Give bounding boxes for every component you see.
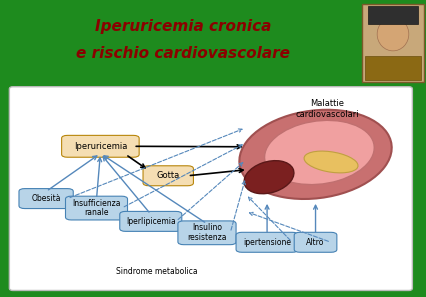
FancyBboxPatch shape	[62, 135, 139, 157]
FancyBboxPatch shape	[19, 189, 73, 208]
Text: Insufficienza
ranale: Insufficienza ranale	[72, 199, 121, 217]
Text: ipertensione: ipertensione	[243, 238, 291, 247]
Ellipse shape	[377, 18, 409, 51]
FancyBboxPatch shape	[66, 196, 127, 220]
FancyBboxPatch shape	[368, 6, 418, 24]
FancyBboxPatch shape	[120, 211, 182, 231]
Ellipse shape	[244, 161, 294, 194]
Text: Iperuricemia: Iperuricemia	[74, 142, 127, 151]
Text: Malattie
cardiovascolari: Malattie cardiovascolari	[295, 99, 359, 119]
Text: Sindrome metabolica: Sindrome metabolica	[116, 267, 197, 276]
FancyBboxPatch shape	[9, 87, 412, 290]
FancyBboxPatch shape	[362, 4, 424, 82]
Text: Gotta: Gotta	[157, 171, 180, 180]
Ellipse shape	[304, 151, 358, 173]
Text: Iperlipicemia: Iperlipicemia	[126, 217, 176, 226]
Text: Altro: Altro	[306, 238, 325, 247]
FancyBboxPatch shape	[143, 166, 193, 186]
Text: Iperuricemia cronica: Iperuricemia cronica	[95, 19, 271, 34]
Text: Enrico VIII: Enrico VIII	[345, 280, 405, 290]
Text: Insulino
resistenza: Insulino resistenza	[187, 223, 227, 242]
Ellipse shape	[239, 110, 392, 199]
Ellipse shape	[265, 120, 374, 185]
FancyBboxPatch shape	[365, 56, 421, 80]
Text: e rischio cardiovascolare: e rischio cardiovascolare	[76, 46, 290, 61]
FancyBboxPatch shape	[178, 221, 236, 245]
FancyBboxPatch shape	[236, 232, 298, 252]
Text: Obesità: Obesità	[32, 194, 61, 203]
FancyBboxPatch shape	[294, 232, 337, 252]
